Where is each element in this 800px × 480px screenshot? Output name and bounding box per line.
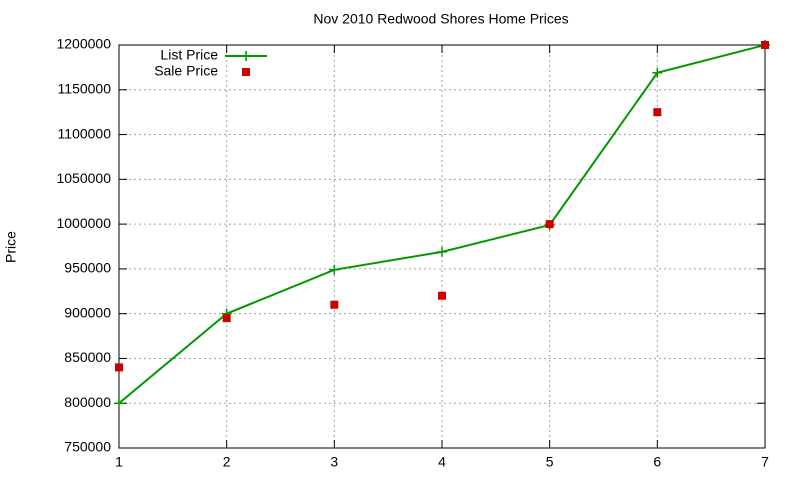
point — [222, 314, 231, 323]
x-tick-label: 6 — [653, 454, 661, 470]
point — [653, 108, 662, 117]
y-tick-label: 1150000 — [58, 80, 112, 96]
chart-title: Nov 2010 Redwood Shores Home Prices — [313, 11, 568, 27]
point — [115, 363, 123, 372]
point — [438, 291, 446, 300]
y-tick-label: 1100000 — [58, 125, 112, 141]
y-tick-label: 850000 — [64, 349, 111, 365]
legend-label: Sale Price — [154, 63, 218, 79]
point — [761, 41, 769, 49]
point — [545, 220, 554, 229]
y-tick-label: 950000 — [64, 260, 111, 276]
x-tick-label: 5 — [546, 454, 554, 470]
x-tick-label: 1 — [115, 454, 123, 470]
point — [437, 246, 447, 257]
x-tick-label: 2 — [223, 454, 231, 470]
y-tick-label: 750000 — [64, 439, 111, 455]
point — [114, 398, 124, 409]
x-tick-label: 4 — [438, 454, 446, 470]
legend-marker — [242, 68, 250, 76]
y-tick-label: 900000 — [64, 304, 111, 320]
point — [330, 300, 339, 309]
point — [329, 264, 340, 275]
y-tick-label: 1000000 — [56, 215, 111, 231]
point — [652, 67, 663, 78]
plot-border — [118, 44, 766, 449]
y-axis-label: Price — [3, 231, 19, 263]
x-tick-label: 3 — [330, 454, 338, 470]
legend-marker — [241, 51, 251, 61]
y-tick-label: 800000 — [64, 394, 111, 410]
y-tick-label: 1200000 — [56, 36, 111, 52]
x-tick-label: 7 — [761, 454, 769, 470]
y-tick-label: 1050000 — [56, 170, 111, 186]
legend-label: List Price — [160, 47, 218, 63]
